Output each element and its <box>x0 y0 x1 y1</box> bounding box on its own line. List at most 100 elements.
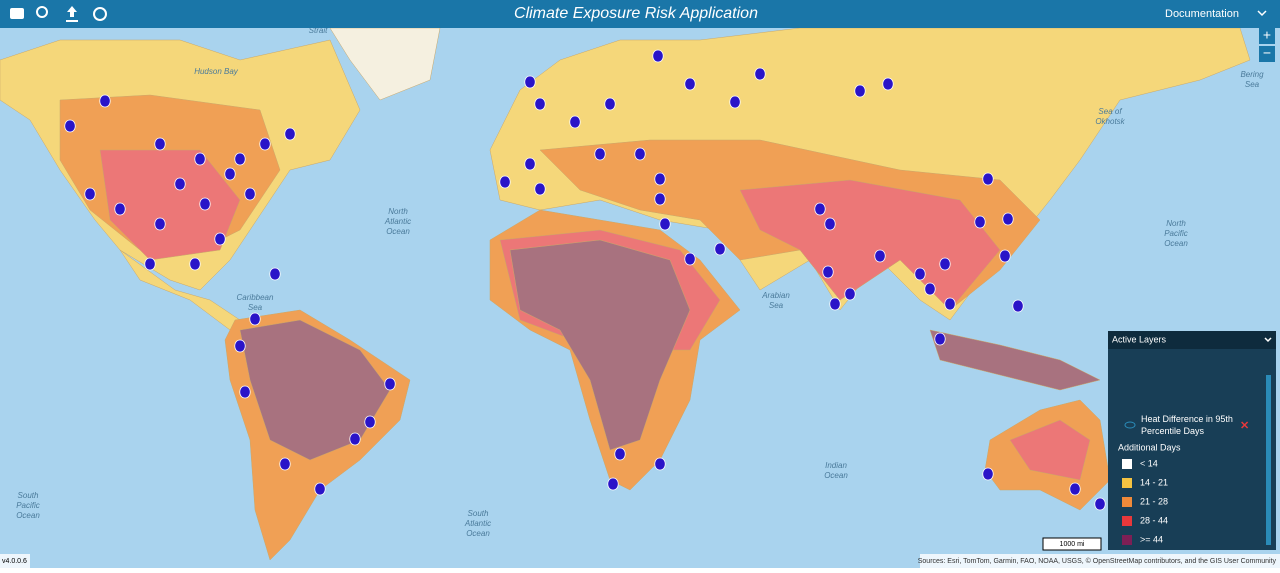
panel-bg <box>1108 331 1276 550</box>
version-bg <box>0 554 30 568</box>
marker <box>934 332 946 346</box>
marker <box>234 152 246 166</box>
zoom-in[interactable] <box>1259 28 1275 44</box>
marker <box>659 217 671 231</box>
marker <box>654 192 666 206</box>
marker <box>234 339 246 353</box>
panel-collapse[interactable] <box>1264 337 1272 343</box>
scrollbar[interactable] <box>1266 375 1271 545</box>
marker <box>684 252 696 266</box>
marker <box>524 157 536 171</box>
marker <box>534 97 546 111</box>
remove-layer[interactable]: ✕ <box>1240 420 1249 432</box>
search-icon[interactable] <box>36 6 48 18</box>
marker <box>914 267 926 281</box>
marker <box>269 267 281 281</box>
marker <box>154 137 166 151</box>
marker <box>874 249 886 263</box>
ocean-label: Indian <box>825 461 847 470</box>
marker <box>99 94 111 108</box>
attribution: Sources: Esri, TomTom, Garmin, FAO, NOAA… <box>918 557 1277 565</box>
marker <box>569 115 581 129</box>
marker <box>284 127 296 141</box>
ocean-label: Hudson Bay <box>194 67 239 76</box>
zoom-out[interactable] <box>1259 46 1275 62</box>
ocean-label: Atlantic <box>384 217 411 226</box>
ocean-label: Sea <box>769 301 784 310</box>
ocean-label: Pacific <box>16 501 40 510</box>
marker <box>259 137 271 151</box>
basemap-icon[interactable] <box>10 8 24 19</box>
ocean-label: Ocean <box>1164 239 1188 248</box>
marker <box>314 482 326 496</box>
marker <box>729 95 741 109</box>
visibility-icon[interactable] <box>1124 421 1136 429</box>
marker <box>524 75 536 89</box>
ocean-label: Sea <box>248 303 263 312</box>
marker <box>1012 299 1024 313</box>
marker <box>844 287 856 301</box>
ocean-label: Strait <box>309 26 328 35</box>
version: v4.0.0.6 <box>2 558 27 565</box>
marker <box>607 477 619 491</box>
marker <box>939 257 951 271</box>
upload-icon[interactable] <box>66 6 78 22</box>
ocean-label: North <box>1166 219 1186 228</box>
marker <box>349 432 361 446</box>
globe-icon[interactable] <box>93 7 107 21</box>
ocean-label: Sea of <box>1098 107 1122 116</box>
legend-swatch <box>1122 478 1132 488</box>
marker <box>754 67 766 81</box>
marker <box>999 249 1011 263</box>
marker <box>974 215 986 229</box>
scale-bar <box>1042 537 1102 551</box>
app-title: Climate Exposure Risk Application <box>514 5 758 22</box>
marker <box>214 232 226 246</box>
legend: < 14 14 - 21 21 - 28 28 - 44 >= 44 <box>1122 458 1168 545</box>
landmass <box>929 329 1101 391</box>
ocean-label: Arabian <box>761 291 790 300</box>
landmass <box>509 239 691 451</box>
legend-label: < 14 <box>1140 458 1158 468</box>
marker <box>924 282 936 296</box>
ocean-label: North <box>388 207 408 216</box>
ocean-label: Caribbean <box>237 293 274 302</box>
menu-caret <box>1257 10 1267 17</box>
marker <box>499 175 511 189</box>
ocean-label: South <box>18 491 39 500</box>
marker <box>174 177 186 191</box>
marker <box>714 242 726 256</box>
marker <box>199 197 211 211</box>
markers <box>64 49 1106 511</box>
ocean-label: Ocean <box>386 227 410 236</box>
ocean-label: Sea <box>1245 80 1260 89</box>
legend-swatch <box>1122 516 1132 526</box>
marker <box>1094 497 1106 511</box>
marker <box>114 202 126 216</box>
land <box>0 27 1251 561</box>
marker <box>1002 212 1014 226</box>
attribution-bg <box>920 554 1280 568</box>
landmass <box>739 179 1001 311</box>
marker <box>594 147 606 161</box>
marker <box>614 447 626 461</box>
documentation-menu[interactable]: Documentation <box>1165 8 1239 20</box>
panel-title: Active Layers <box>1112 334 1167 344</box>
marker <box>854 84 866 98</box>
legend-label: 14 - 21 <box>1140 477 1168 487</box>
landmass <box>99 149 241 261</box>
marker <box>239 385 251 399</box>
ocean-label: South <box>468 509 489 518</box>
marker <box>829 297 841 311</box>
marker <box>84 187 96 201</box>
marker <box>634 147 646 161</box>
legend-label: >= 44 <box>1140 534 1163 544</box>
marker <box>982 172 994 186</box>
marker <box>189 257 201 271</box>
marker <box>154 217 166 231</box>
header-bar <box>0 0 1280 28</box>
ocean-label: Pacific <box>1164 229 1188 238</box>
